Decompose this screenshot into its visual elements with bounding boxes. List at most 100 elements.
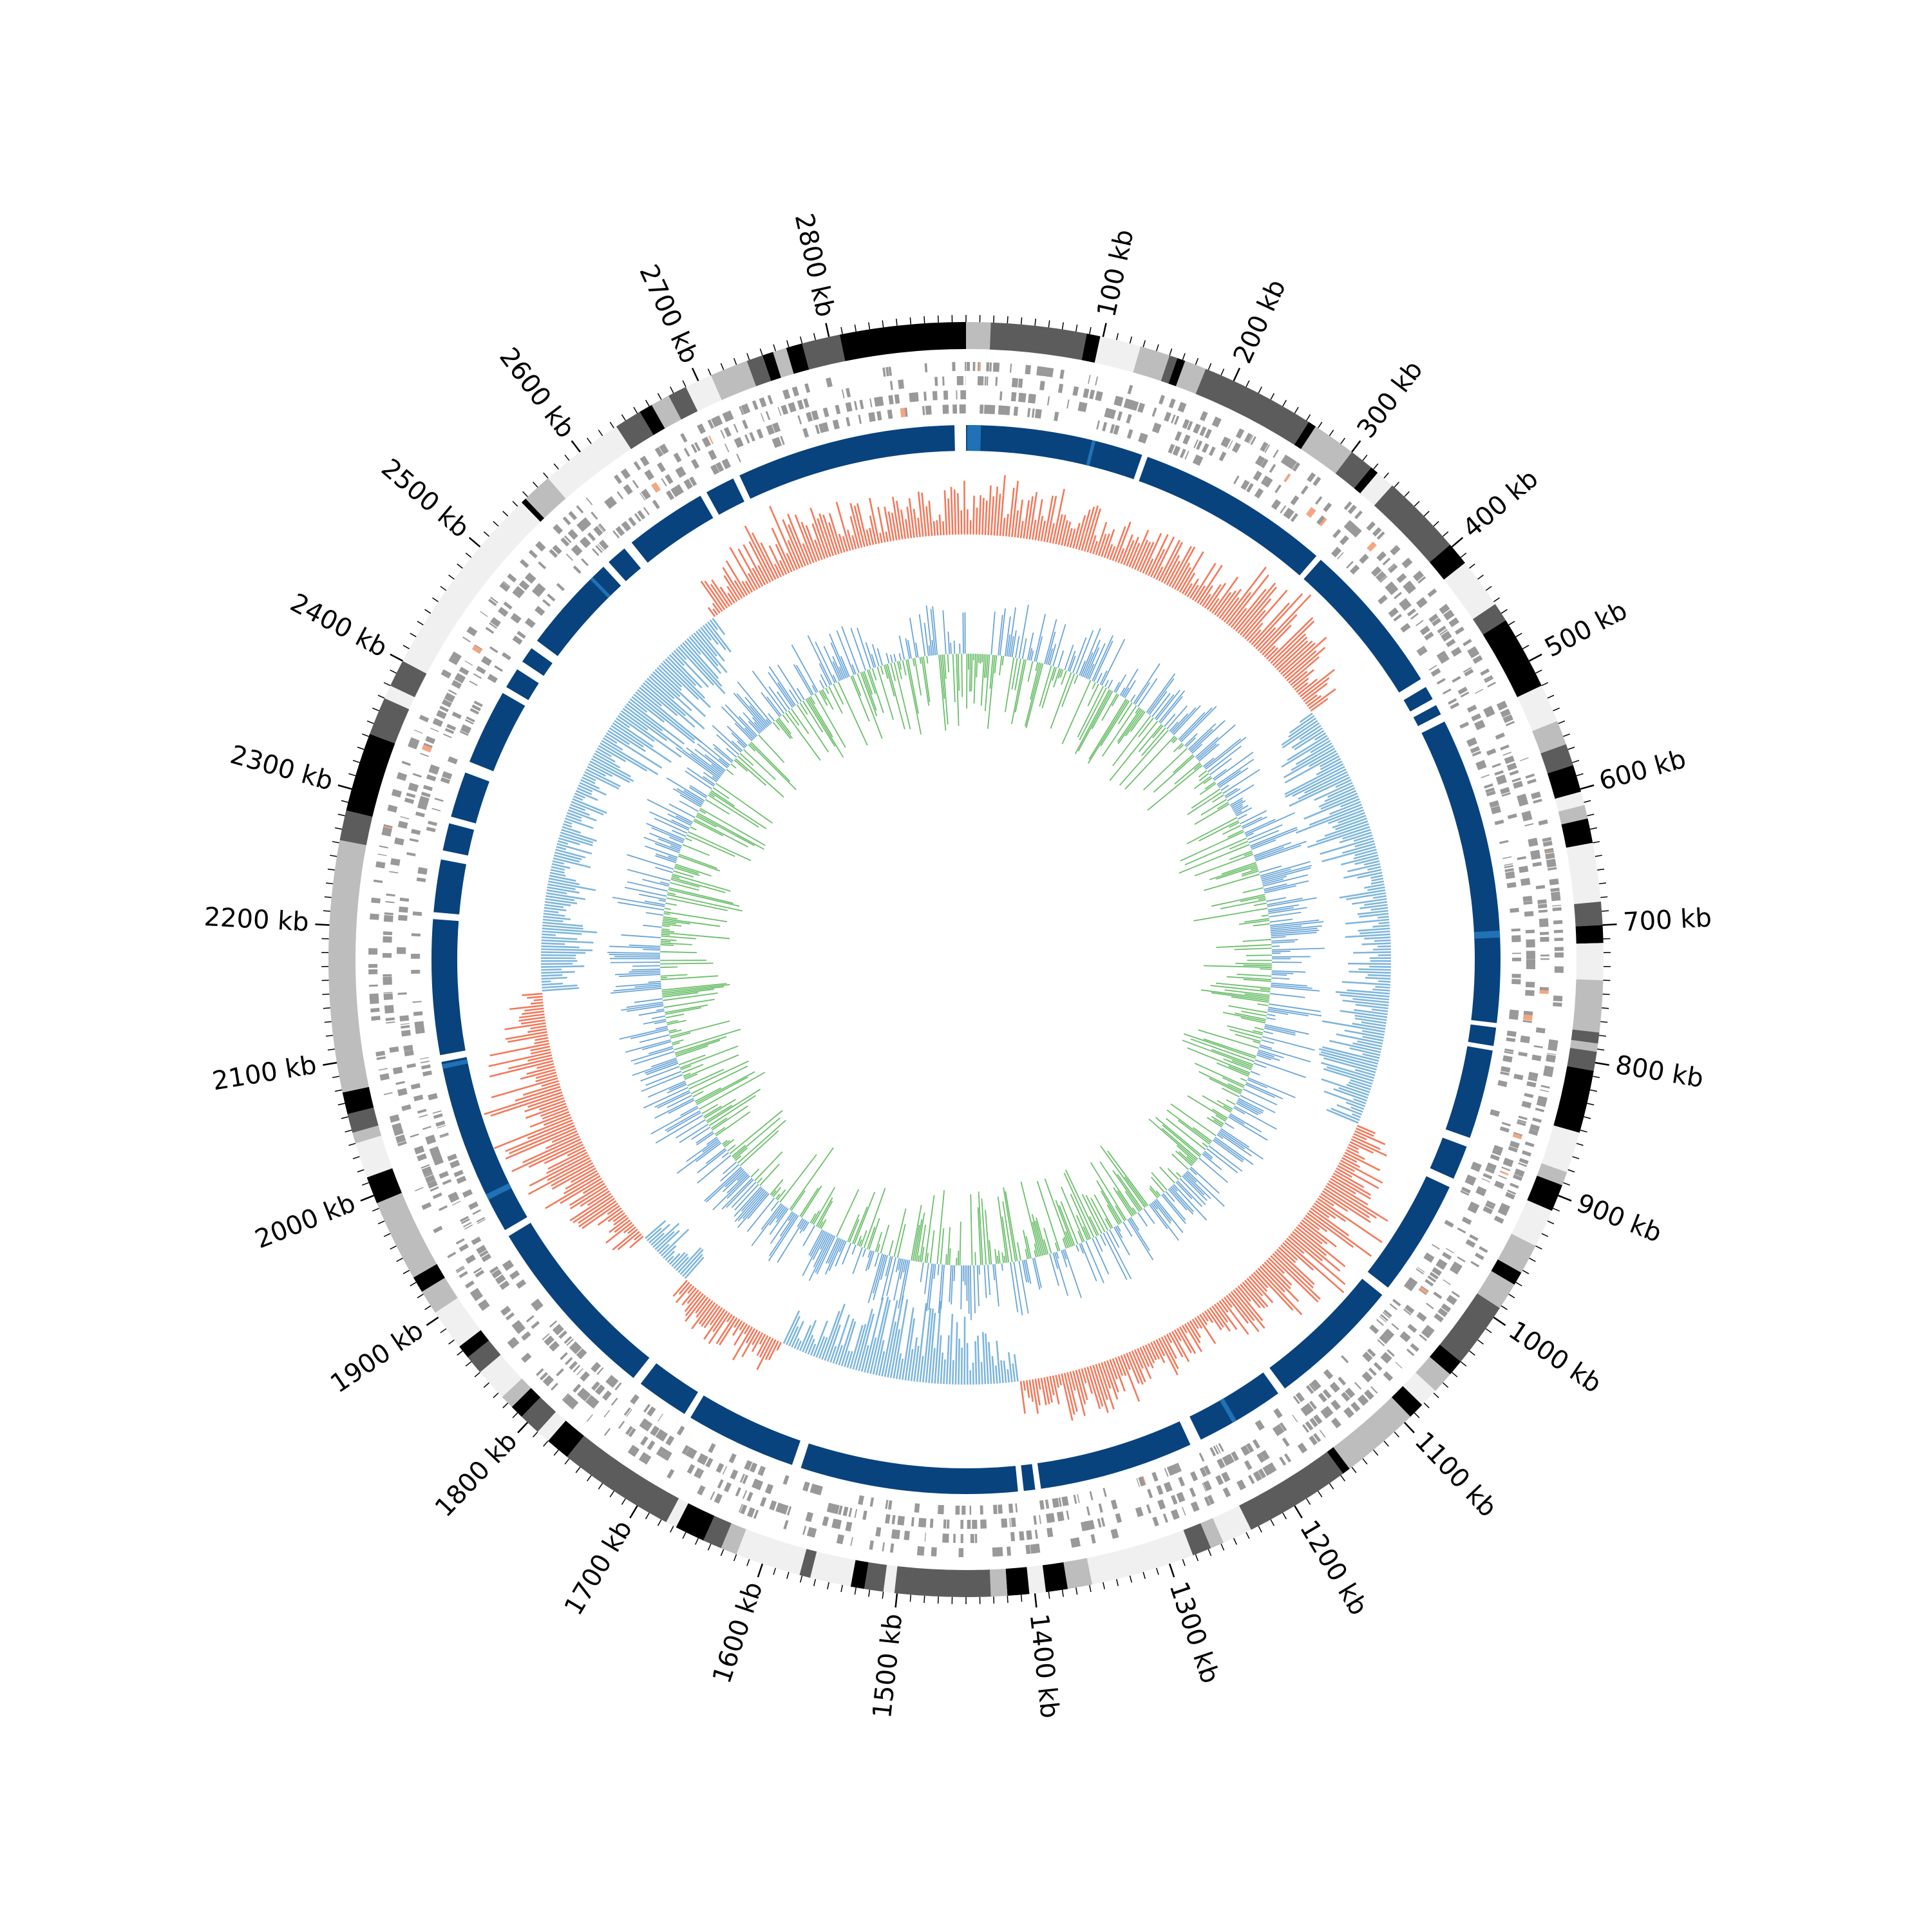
gene-feature xyxy=(1151,407,1157,417)
gc-skew-bar xyxy=(1326,1108,1359,1124)
minor-tick xyxy=(587,437,592,444)
gc-content-bar xyxy=(865,642,875,668)
gene-feature xyxy=(1526,951,1535,957)
minor-tick xyxy=(720,363,724,370)
gene-feature xyxy=(943,390,949,400)
gc-content-bar xyxy=(710,791,767,829)
gc-content-bar xyxy=(1266,896,1287,902)
gene-feature xyxy=(1483,675,1493,681)
gc-skew-bar xyxy=(1367,974,1391,977)
gene-feature xyxy=(1127,399,1135,410)
gc-content-bar xyxy=(701,1104,719,1115)
gc-skew-bar xyxy=(1233,1289,1265,1329)
gene-feature xyxy=(538,561,547,570)
gene-feature xyxy=(612,530,620,539)
gc-content-bar xyxy=(735,758,767,786)
minor-tick xyxy=(1351,1466,1357,1473)
gc-content-bar xyxy=(987,1264,991,1295)
gene-feature xyxy=(1457,1227,1466,1234)
gc-skew-bar xyxy=(1002,518,1006,536)
gc-content-bar xyxy=(1175,1181,1193,1200)
gene-feature xyxy=(476,666,486,675)
gene-feature xyxy=(419,1114,428,1118)
gene-feature xyxy=(845,1521,853,1532)
gc-content-bar xyxy=(866,1226,876,1249)
gc-skew-bar xyxy=(1292,669,1314,688)
gc-skew-bar xyxy=(1361,1021,1387,1027)
gene-feature xyxy=(1087,1519,1095,1530)
gc-skew-bar xyxy=(1375,985,1390,989)
feature-track xyxy=(368,361,1564,1557)
gene-feature xyxy=(1190,1471,1198,1482)
gc-skew-bar xyxy=(696,1298,711,1318)
gc-skew-bar xyxy=(1324,787,1356,802)
gc-skew-bar xyxy=(675,1283,692,1303)
gene-feature xyxy=(1390,545,1400,555)
gc-skew-bar xyxy=(1115,1357,1124,1376)
gc-skew-bar xyxy=(550,869,565,874)
tick-label: 1700 kb xyxy=(559,1515,638,1620)
gc-skew-bar xyxy=(1037,515,1044,541)
minor-tick xyxy=(424,1305,431,1311)
gc-skew-bar xyxy=(853,505,866,547)
gc-skew-bar xyxy=(1163,554,1180,584)
gene-feature xyxy=(370,913,379,918)
gene-feature xyxy=(563,1394,572,1403)
gene-feature xyxy=(1233,475,1240,484)
gc-skew-bar xyxy=(1344,1029,1384,1039)
gene-feature xyxy=(1449,1264,1461,1275)
gc-skew-bar xyxy=(667,656,697,687)
gene-feature xyxy=(623,1407,631,1416)
gc-content-bar xyxy=(697,1155,732,1184)
gc-content-bar xyxy=(1128,1218,1150,1251)
gc-skew-bar xyxy=(744,1325,751,1334)
gene-feature xyxy=(596,1367,604,1376)
gene-feature xyxy=(1367,1348,1376,1358)
gene-feature xyxy=(369,995,379,1001)
tick-label: 1600 kb xyxy=(707,1578,769,1687)
gc-skew-bar xyxy=(558,837,580,846)
gene-feature xyxy=(938,1504,942,1515)
gc-content-bar xyxy=(665,1110,701,1132)
gc-skew-bar xyxy=(1137,1348,1152,1379)
gc-skew-bar xyxy=(1046,1376,1053,1403)
gene-feature xyxy=(999,391,1003,401)
gene-feature xyxy=(586,1414,593,1422)
gc-content-bar xyxy=(1052,1253,1059,1269)
gene-feature xyxy=(1331,547,1342,558)
gc-content-bar xyxy=(646,1063,679,1075)
gc-skew-bar xyxy=(1255,1269,1294,1311)
gc-skew-bar xyxy=(649,1224,671,1244)
gc-content-bar xyxy=(734,1188,764,1222)
gc-content-bar xyxy=(1271,972,1294,974)
gc-content-bar xyxy=(629,944,661,947)
gene-feature xyxy=(611,1379,619,1388)
minor-tick xyxy=(1373,1449,1379,1456)
gene-feature xyxy=(691,459,700,469)
gc-skew-bar xyxy=(687,1285,695,1294)
gc-skew-bar xyxy=(1179,551,1204,593)
gene-feature xyxy=(1542,837,1552,842)
gc-content-bar xyxy=(677,855,721,872)
gc-content-bar xyxy=(667,1019,687,1025)
gc-content-bar xyxy=(978,1191,983,1265)
gene-feature xyxy=(782,389,791,400)
gene-feature xyxy=(658,462,666,472)
gene-feature xyxy=(1252,1439,1260,1449)
gc-content-bar xyxy=(980,654,981,664)
minor-tick xyxy=(357,1169,365,1173)
gc-content-bar xyxy=(1104,680,1109,688)
gc-content-bar xyxy=(621,934,661,939)
gc-skew-bar xyxy=(744,526,774,582)
gene-feature xyxy=(406,792,416,799)
gc-skew-bar xyxy=(1354,1014,1387,1021)
gc-skew-bar xyxy=(1216,590,1237,618)
gene-feature xyxy=(1448,617,1459,628)
gene-feature xyxy=(542,1333,550,1341)
gc-content-bar xyxy=(730,763,737,769)
gene-feature xyxy=(658,1414,663,1422)
gc-skew-bar xyxy=(1304,771,1348,794)
gene-feature xyxy=(621,521,632,532)
gene-feature xyxy=(441,699,452,708)
minor-tick xyxy=(1572,759,1580,763)
